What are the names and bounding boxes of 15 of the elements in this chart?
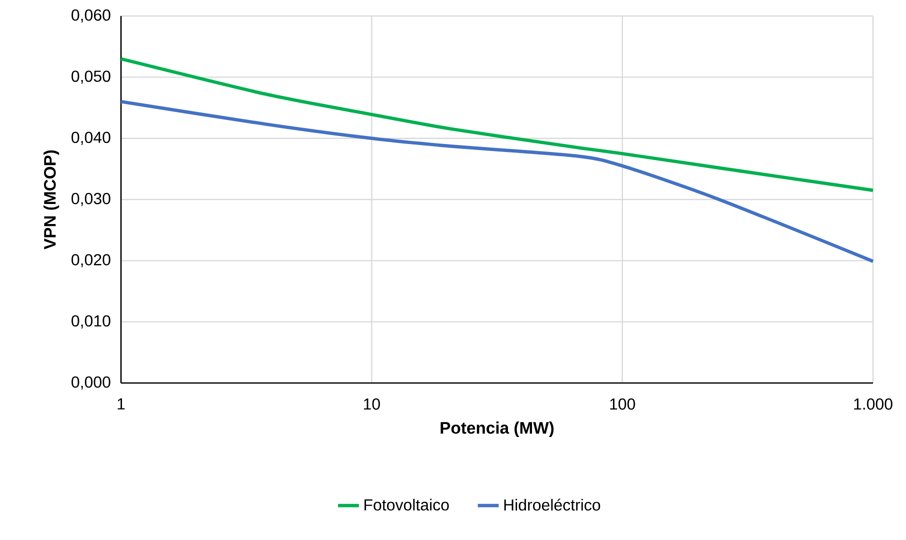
x-tick-label: 10 [364,398,380,410]
legend-label: Hidroeléctrico [504,498,600,511]
x-tick-label: 100 [610,398,636,410]
y-axis-title: VPN (MCOP) [44,150,60,250]
x-tick-label: 1.000 [854,398,892,410]
y-tick-label: 0,000 [72,376,110,390]
x-tick-label: 1 [118,398,125,410]
y-tick-label: 0,050 [72,70,110,84]
legend-label: Fotovoltaico [364,498,449,511]
y-tick-label: 0,060 [72,9,110,23]
y-tick-label: 0,020 [72,254,110,268]
y-tick-label: 0,030 [72,192,110,206]
y-tick-label: 0,010 [72,315,110,328]
x-axis-title: Potencia (MW) [440,422,554,438]
y-tick-label: 0,040 [72,132,110,145]
